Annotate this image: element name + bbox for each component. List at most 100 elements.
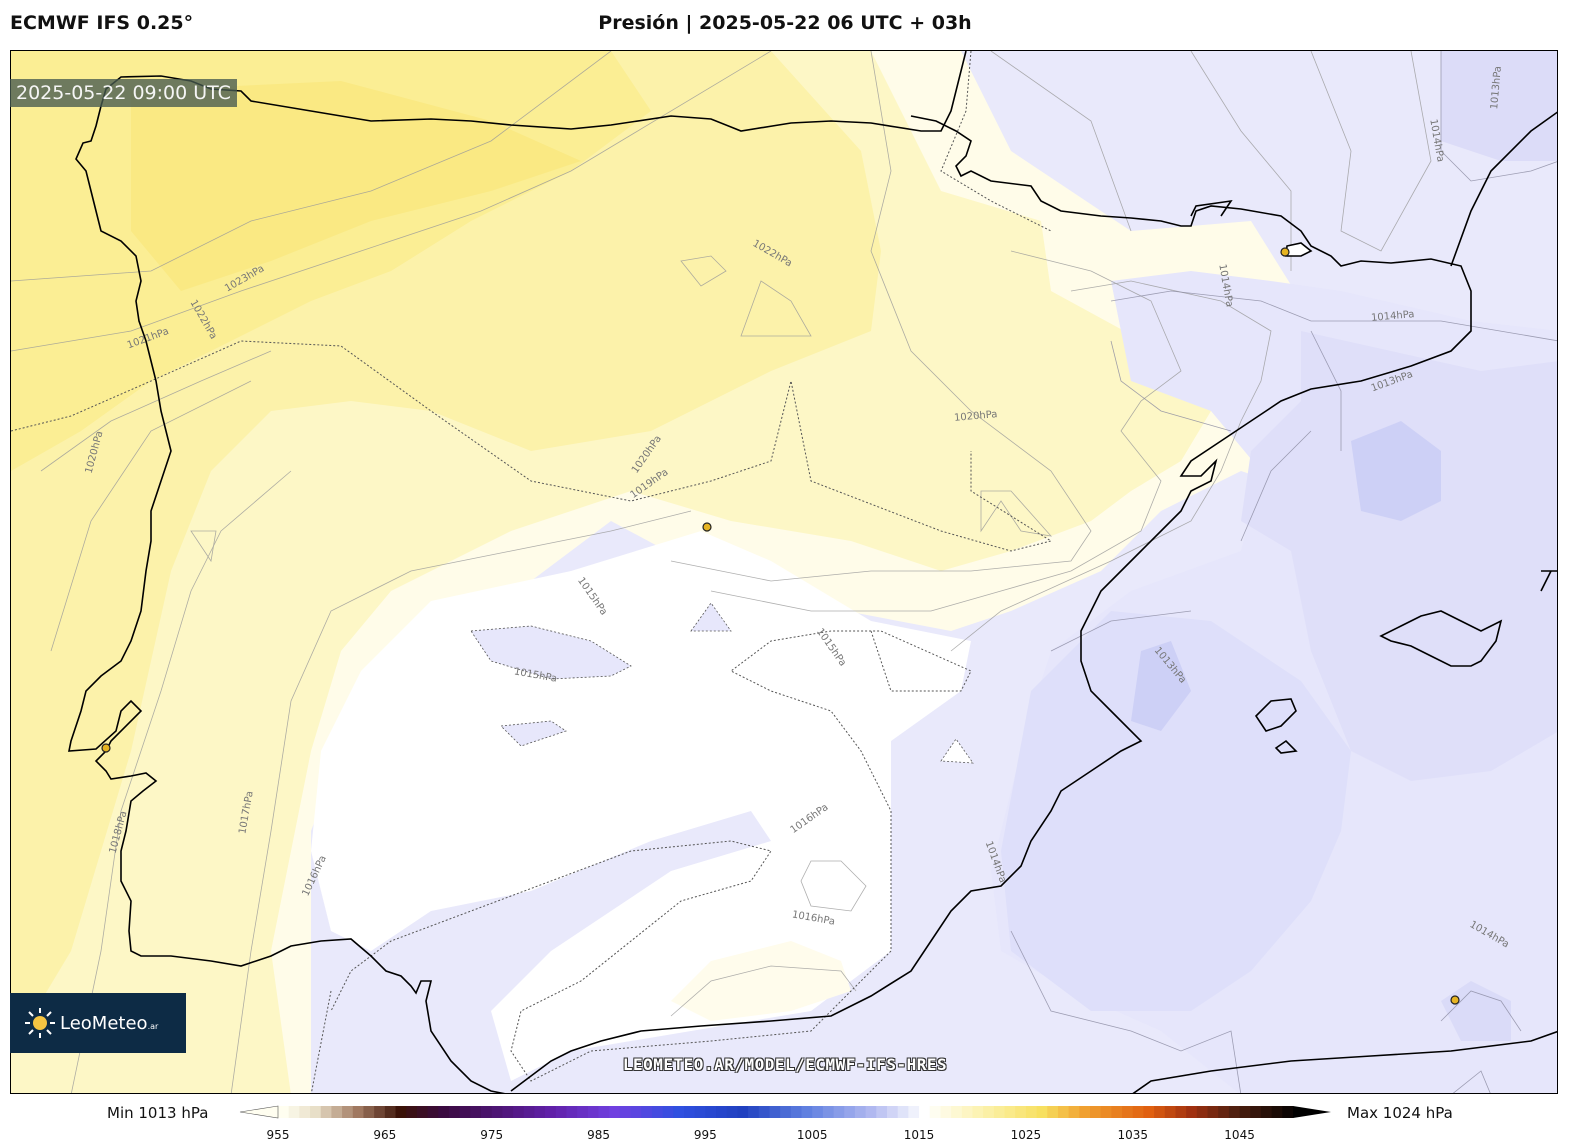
- colorbar-min-label: Min 1013 hPa: [107, 1104, 209, 1122]
- city-marker[interactable]: [1450, 995, 1460, 1005]
- colorbar-cell: [662, 1106, 674, 1118]
- colorbar-cell: [1260, 1106, 1273, 1118]
- colorbar-cell: [577, 1106, 589, 1118]
- map-panel[interactable]: 1023hPa 1022hPa 1022hPa 1021hPa 1020hPa 1020h…: [10, 50, 1558, 1094]
- colorbar-cell: [1057, 1106, 1070, 1118]
- colorbar-cell: [1132, 1106, 1144, 1118]
- colorbar-tick-label: 985: [587, 1128, 610, 1142]
- colorbar-cell: [534, 1106, 546, 1118]
- colorbar-cell: [331, 1106, 343, 1118]
- pressure-colorbar: [239, 1105, 1331, 1119]
- colorbar-cell: [908, 1106, 920, 1118]
- colorbar-cell: [1122, 1106, 1134, 1118]
- colorbar-cell: [1025, 1106, 1038, 1118]
- isobar-label: 1014hPa: [1371, 309, 1415, 324]
- logo-suffix: .ar: [147, 1021, 159, 1031]
- colorbar-cell: [876, 1106, 888, 1118]
- colorbar-cell: [1207, 1106, 1219, 1118]
- colorbar-cell: [278, 1106, 290, 1118]
- colorbar-cell: [1036, 1106, 1048, 1118]
- colorbar-cell: [416, 1106, 429, 1118]
- colorbar-cell: [726, 1106, 738, 1118]
- colorbar-cell: [801, 1106, 813, 1118]
- colorbar-cell: [609, 1106, 621, 1118]
- colorbar-cell: [481, 1106, 493, 1118]
- colorbar-cell: [630, 1106, 642, 1118]
- colorbar-cell: [438, 1106, 450, 1118]
- pressure-map: 1023hPa1022hPa1022hPa1021hPa1020hPa1020h…: [11, 51, 1557, 1093]
- colorbar-cell: [993, 1106, 1006, 1118]
- colorbar-cell: [865, 1106, 877, 1118]
- colorbar-cell: [1271, 1106, 1283, 1118]
- colorbar-cell: [352, 1106, 364, 1118]
- city-marker[interactable]: [101, 743, 111, 753]
- colorbar-tick-label: 965: [373, 1128, 397, 1142]
- colorbar-cell: [748, 1106, 760, 1118]
- city-marker[interactable]: [1280, 247, 1290, 257]
- colorbar-cell: [1004, 1106, 1016, 1118]
- colorbar-cell: [619, 1106, 632, 1118]
- colorbar-tick-label: 1035: [1117, 1128, 1148, 1142]
- colorbar-cell: [716, 1106, 728, 1118]
- colorbar-cell: [1111, 1106, 1123, 1118]
- colorbar-cell: [694, 1106, 706, 1118]
- colorbar-cell: [513, 1106, 525, 1118]
- sun-icon: [25, 1008, 55, 1038]
- colorbar-cell: [769, 1106, 781, 1118]
- colorbar-tick-label: 1015: [903, 1128, 935, 1142]
- colorbar-cell: [502, 1106, 514, 1118]
- colorbar-cell: [1015, 1106, 1027, 1118]
- colorbar-cell: [1239, 1106, 1251, 1118]
- colorbar-cell: [427, 1106, 439, 1118]
- logo-name: LeoMeteo: [60, 1012, 148, 1034]
- colorbar-min-arrow: [239, 1105, 279, 1119]
- colorbar-cell: [1282, 1106, 1294, 1118]
- colorbar-cell: [673, 1106, 685, 1118]
- colorbar-cell: [1068, 1106, 1080, 1118]
- colorbar-cell: [310, 1106, 322, 1118]
- colorbar-cell: [972, 1106, 984, 1118]
- colorbar-cell: [288, 1106, 300, 1118]
- colorbar-cell: [940, 1106, 952, 1118]
- leometeo-logo[interactable]: LeoMeteo.ar: [10, 993, 186, 1053]
- colorbar-cell: [406, 1106, 418, 1118]
- colorbar-cell: [1186, 1106, 1198, 1118]
- colorbar-cell: [598, 1106, 610, 1118]
- colorbar-cell: [523, 1106, 535, 1118]
- colorbar-cell: [1154, 1106, 1166, 1118]
- colorbar-cell: [929, 1106, 941, 1118]
- valid-time-badge: 2025-05-22 09:00 UTC: [10, 79, 237, 107]
- colorbar-cell: [384, 1106, 397, 1118]
- colorbar-cell: [374, 1106, 386, 1118]
- colorbar-cell: [1175, 1106, 1187, 1118]
- colorbar-cell: [448, 1106, 461, 1118]
- colorbar-cell: [780, 1106, 792, 1118]
- colorbar-tick-label: 995: [693, 1128, 717, 1142]
- colorbar-tick-label: 975: [480, 1128, 504, 1142]
- colorbar-cell: [854, 1106, 867, 1118]
- colorbar-cell: [790, 1106, 803, 1118]
- colorbar-tick-label: 1045: [1224, 1128, 1255, 1142]
- colorbar-cell: [299, 1106, 311, 1118]
- colorbar-cell: [887, 1106, 899, 1118]
- colorbar-cell: [812, 1106, 824, 1118]
- colorbar-cell: [1079, 1106, 1091, 1118]
- colorbar-cell: [470, 1106, 482, 1118]
- colorbar-tick-label: 955: [266, 1128, 290, 1142]
- colorbar-cell: [555, 1106, 567, 1118]
- city-marker[interactable]: [702, 522, 712, 532]
- colorbar-cell: [684, 1106, 696, 1118]
- colorbar-cell: [459, 1106, 471, 1118]
- colorbar-cell: [844, 1106, 856, 1118]
- isobar-label: 1013hPa: [1489, 66, 1504, 110]
- colorbar-cell: [1100, 1106, 1112, 1118]
- colorbar-cell: [737, 1106, 749, 1118]
- colorbar-cell: [1143, 1106, 1155, 1118]
- colorbar-cell: [758, 1106, 770, 1118]
- colorbar-cell: [983, 1106, 995, 1118]
- colorbar-cell: [833, 1106, 845, 1118]
- colorbar-cell: [1218, 1106, 1230, 1118]
- colorbar-cell: [1250, 1106, 1262, 1118]
- source-watermark: LEOMETEO.AR/MODEL/ECMWF-IFS-HRES: [622, 1055, 948, 1074]
- colorbar-cell: [1047, 1106, 1059, 1118]
